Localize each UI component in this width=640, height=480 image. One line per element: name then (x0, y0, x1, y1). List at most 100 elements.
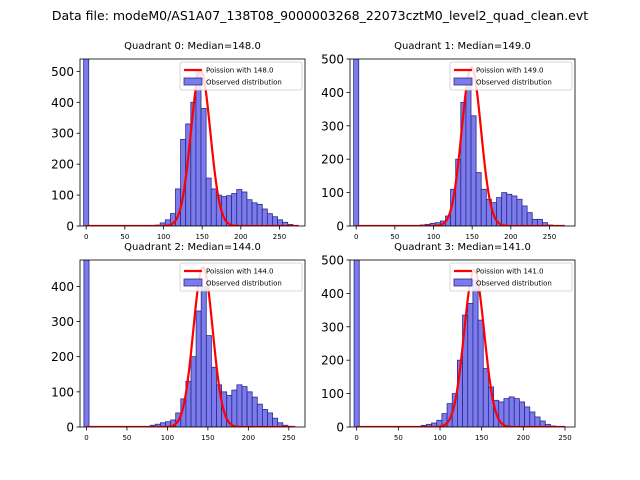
histogram-bar (272, 417, 279, 427)
x-tick-label: 0 (84, 434, 88, 442)
histogram-bar (236, 189, 243, 226)
legend-box (179, 262, 303, 292)
histogram-bar (511, 195, 518, 226)
histogram-bar (236, 384, 243, 427)
histogram-bar (477, 319, 484, 427)
x-tick-label: 100 (157, 233, 170, 241)
poisson-curve (86, 68, 299, 226)
x-tick-label: 50 (394, 434, 403, 442)
y-tick-label: 100 (321, 387, 344, 401)
y-tick-label: 300 (51, 127, 74, 141)
y-tick-label: 100 (51, 189, 74, 203)
y-tick-label: 200 (321, 153, 344, 167)
histogram-bar (195, 310, 202, 427)
plot-area (353, 59, 565, 226)
histogram-bar (467, 303, 474, 427)
y-tick-label: 500 (51, 65, 74, 79)
x-tick-label: 200 (234, 233, 247, 241)
legend-bar-label: Observed distribution (476, 79, 552, 87)
histogram-bar (465, 78, 472, 226)
histogram-bar (472, 279, 479, 427)
histogram-bar (501, 192, 508, 226)
histogram-bar (353, 260, 360, 427)
histogram-bar (200, 285, 207, 427)
axes-frame (349, 259, 576, 428)
axes-frame (349, 58, 576, 227)
axes-frame (79, 259, 306, 428)
histogram-bar (205, 177, 212, 226)
x-tick-label: 250 (273, 233, 286, 241)
histogram-bar (83, 260, 90, 427)
histogram-bar (542, 222, 548, 226)
y-tick-label: 400 (51, 280, 74, 294)
y-tick-label: 0 (336, 421, 344, 435)
legend-line-label: Poission with 141.0 (476, 268, 544, 276)
histogram-bar (205, 335, 212, 427)
poisson-curve (356, 66, 565, 226)
x-tick-label: 0 (354, 233, 358, 241)
legend-line-label: Poission with 148.0 (206, 67, 274, 75)
x-tick-label: 150 (475, 434, 488, 442)
histogram-bar (261, 409, 268, 427)
histogram-bar (246, 199, 253, 226)
legend-bar-swatch (453, 278, 473, 287)
y-tick-label: 200 (321, 354, 344, 368)
legend-bar-label: Observed distribution (206, 280, 282, 288)
histogram-bar (353, 59, 360, 226)
legend: Poission with 141.0 Observed distribution (449, 262, 573, 292)
histogram-bar (241, 191, 248, 226)
x-tick-label: 50 (390, 233, 399, 241)
poisson-curve (86, 265, 296, 427)
histogram-bar (256, 403, 263, 427)
histogram-bar (524, 406, 531, 427)
histogram-bar (241, 386, 248, 427)
histogram-bar (261, 208, 268, 226)
histogram-bar (480, 188, 487, 226)
legend-bar-label: Observed distribution (206, 79, 282, 87)
y-tick-label: 0 (66, 421, 74, 435)
histogram-bar (506, 193, 513, 226)
histogram-bar (251, 202, 258, 226)
x-tick-label: 50 (122, 434, 131, 442)
histogram-bar (210, 366, 217, 427)
legend-box (179, 61, 303, 91)
histogram-bar (190, 356, 197, 427)
quadrant-1-panel: 0 50 100 150 200 250 0 100 200 300 400 500 Quadrant … (321, 41, 576, 241)
histogram-bar (482, 368, 489, 427)
x-tick-label: 200 (242, 434, 255, 442)
y-tick-label: 500 (321, 53, 344, 67)
histogram-bar (83, 59, 90, 226)
y-tick-label: 300 (321, 119, 344, 133)
panel-title: Quadrant 0: Median=148.0 (124, 41, 261, 52)
legend: Poission with 149.0 Observed distribution (449, 61, 573, 91)
quadrant-0-panel: 0 50 100 150 200 250 0 100 200 300 400 500 Quadrant … (51, 41, 306, 241)
histogram-bar (231, 389, 238, 427)
poisson-curve (356, 268, 565, 427)
x-tick-label: 50 (120, 233, 129, 241)
histogram-bar (246, 391, 253, 427)
x-tick-label: 250 (543, 233, 556, 241)
panel-title: Quadrant 3: Median=141.0 (394, 242, 531, 253)
y-tick-label: 100 (51, 385, 74, 399)
y-tick-label: 500 (321, 254, 344, 268)
x-tick-label: 150 (465, 233, 478, 241)
legend-bar-swatch (453, 77, 473, 86)
y-tick-label: 200 (51, 158, 74, 172)
axes-frame (79, 58, 306, 227)
histogram-bar (475, 172, 482, 226)
x-tick-label: 0 (354, 434, 358, 442)
histogram-bar (272, 216, 278, 226)
histogram-bar (267, 412, 273, 427)
y-tick-label: 200 (51, 350, 74, 364)
histogram-bar (519, 401, 525, 427)
legend-bar-swatch (183, 77, 203, 86)
histogram-bar (231, 193, 238, 226)
plot-area (83, 59, 299, 226)
panel-title: Quadrant 2: Median=144.0 (124, 242, 261, 253)
legend: Poission with 148.0 Observed distribution (179, 61, 303, 91)
y-tick-label: 400 (51, 96, 74, 110)
y-tick-label: 400 (321, 86, 344, 100)
histogram-bar (529, 411, 536, 427)
histogram-bar (513, 398, 520, 427)
